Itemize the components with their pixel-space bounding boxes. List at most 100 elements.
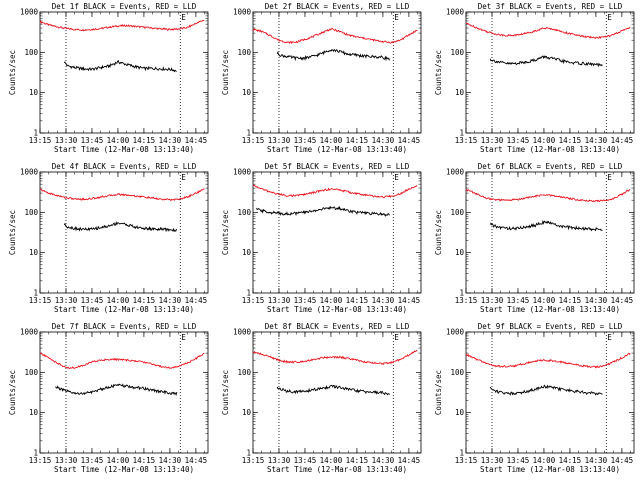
time-marker-label: E xyxy=(607,13,612,22)
x-tick-label: 13:15 xyxy=(242,456,265,465)
y-tick-label: 100 xyxy=(24,48,38,57)
plot-frame xyxy=(39,171,209,294)
x-tick-label: 13:30 xyxy=(268,136,291,145)
events-series-line xyxy=(489,384,603,396)
time-marker-label: E xyxy=(394,173,399,182)
y-axis-label: Counts/sec xyxy=(221,50,230,95)
x-tick-label: 14:45 xyxy=(185,456,208,465)
x-tick-label: 14:15 xyxy=(133,136,156,145)
y-tick-label: 10 xyxy=(455,408,465,417)
detector-panel-6: Det 6f BLACK = Events, RED = LLD 1 10 100 10… xyxy=(426,160,639,320)
detector-panel-3: Det 3f BLACK = Events, RED = LLD 1 10 100 10… xyxy=(426,0,639,160)
y-tick-label: 1000 xyxy=(446,8,465,17)
y-tick-label: 1 xyxy=(33,129,38,138)
chart-title: Det 3f BLACK = Events, RED = LLD xyxy=(478,2,623,11)
y-tick-label: 1000 xyxy=(446,328,465,337)
y-tick-label: 1000 xyxy=(20,168,39,177)
x-tick-label: 13:45 xyxy=(507,296,530,305)
lld-series-line xyxy=(465,352,631,369)
x-axis-label: Start Time (12-Mar-08 13:13:40) xyxy=(480,465,620,474)
time-marker-label: E xyxy=(394,333,399,342)
lld-series-line xyxy=(252,350,418,366)
chart-title: Det 2f BLACK = Events, RED = LLD xyxy=(265,2,410,11)
chart-svg: Det 1f BLACK = Events, RED = LLD 1 10 100 10… xyxy=(8,2,209,154)
x-tick-label: 14:30 xyxy=(159,296,182,305)
y-axis-label: Counts/sec xyxy=(8,210,17,255)
x-tick-label: 14:30 xyxy=(585,136,608,145)
x-tick-label: 14:30 xyxy=(372,456,395,465)
x-tick-label: 14:45 xyxy=(185,136,208,145)
x-tick-label: 13:15 xyxy=(455,296,478,305)
x-tick-label: 13:30 xyxy=(55,296,78,305)
x-tick-label: 13:30 xyxy=(55,456,78,465)
time-marker-label: E xyxy=(181,333,186,342)
x-tick-label: 14:15 xyxy=(346,136,369,145)
y-tick-label: 10 xyxy=(455,248,465,257)
x-tick-label: 14:45 xyxy=(398,296,421,305)
x-tick-label: 13:30 xyxy=(268,296,291,305)
y-tick-label: 100 xyxy=(450,208,464,217)
y-tick-label: 1 xyxy=(33,449,38,458)
y-axis-label: Counts/sec xyxy=(8,50,17,95)
x-tick-label: 13:15 xyxy=(29,456,52,465)
x-tick-label: 14:45 xyxy=(611,136,634,145)
x-tick-label: 13:45 xyxy=(81,296,104,305)
events-series-line xyxy=(489,219,603,232)
y-axis-label: Counts/sec xyxy=(434,370,443,415)
chart-title: Det 7f BLACK = Events, RED = LLD xyxy=(52,322,197,331)
x-tick-label: 14:15 xyxy=(559,296,582,305)
x-axis-label: Start Time (12-Mar-08 13:13:40) xyxy=(54,465,194,474)
y-axis-label: Counts/sec xyxy=(221,210,230,255)
chart-svg: Det 3f BLACK = Events, RED = LLD 1 10 100 10… xyxy=(434,2,635,154)
events-series-line xyxy=(276,384,390,396)
time-marker-label: E xyxy=(607,333,612,342)
plot-frame xyxy=(252,171,422,294)
events-series-line xyxy=(256,205,390,218)
lld-series-line xyxy=(252,184,418,199)
time-marker-label: E xyxy=(607,173,612,182)
y-tick-label: 1000 xyxy=(233,328,252,337)
x-tick-label: 14:15 xyxy=(133,296,156,305)
chart-svg: Det 6f BLACK = Events, RED = LLD 1 10 100 10… xyxy=(434,162,635,314)
y-tick-label: 1000 xyxy=(446,168,465,177)
y-axis-label: Counts/sec xyxy=(8,370,17,415)
x-tick-label: 13:30 xyxy=(481,296,504,305)
plot-frame xyxy=(465,171,635,294)
chart-title: Det 8f BLACK = Events, RED = LLD xyxy=(265,322,410,331)
events-series-line xyxy=(63,221,177,233)
x-tick-label: 13:30 xyxy=(481,136,504,145)
chart-svg: Det 5f BLACK = Events, RED = LLD 1 10 100 10… xyxy=(221,162,422,314)
chart-title: Det 9f BLACK = Events, RED = LLD xyxy=(478,322,623,331)
y-tick-label: 100 xyxy=(237,208,251,217)
x-tick-label: 14:45 xyxy=(611,296,634,305)
y-tick-label: 10 xyxy=(29,248,39,257)
x-tick-label: 14:30 xyxy=(159,136,182,145)
x-tick-label: 14:00 xyxy=(107,136,130,145)
plot-frame xyxy=(252,331,422,454)
y-axis-label: Counts/sec xyxy=(434,50,443,95)
chart-svg: Det 7f BLACK = Events, RED = LLD 1 10 100 10… xyxy=(8,322,209,474)
x-axis-label: Start Time (12-Mar-08 13:13:40) xyxy=(267,305,407,314)
chart-svg: Det 4f BLACK = Events, RED = LLD 1 10 100 10… xyxy=(8,162,209,314)
y-tick-label: 100 xyxy=(237,368,251,377)
chart-svg: Det 2f BLACK = Events, RED = LLD 1 10 100 10… xyxy=(221,2,422,154)
x-axis-label: Start Time (12-Mar-08 13:13:40) xyxy=(267,465,407,474)
chart-svg: Det 8f BLACK = Events, RED = LLD 1 10 100 10… xyxy=(221,322,422,474)
x-tick-label: 13:45 xyxy=(81,136,104,145)
y-tick-label: 1 xyxy=(459,449,464,458)
x-tick-label: 13:45 xyxy=(507,136,530,145)
x-tick-label: 13:45 xyxy=(294,296,317,305)
x-tick-label: 14:30 xyxy=(159,456,182,465)
plot-frame xyxy=(252,11,422,134)
x-tick-label: 13:15 xyxy=(29,296,52,305)
y-tick-label: 10 xyxy=(29,88,39,97)
detector-panel-4: Det 4f BLACK = Events, RED = LLD 1 10 100 10… xyxy=(0,160,213,320)
x-tick-label: 14:15 xyxy=(559,456,582,465)
detector-panel-2: Det 2f BLACK = Events, RED = LLD 1 10 100 10… xyxy=(213,0,426,160)
y-tick-label: 100 xyxy=(24,368,38,377)
plot-frame xyxy=(39,11,209,134)
chart-svg: Det 9f BLACK = Events, RED = LLD 1 10 100 10… xyxy=(434,322,635,474)
y-axis-label: Counts/sec xyxy=(221,370,230,415)
plot-frame xyxy=(465,11,635,134)
detector-panel-1: Det 1f BLACK = Events, RED = LLD 1 10 100 10… xyxy=(0,0,213,160)
